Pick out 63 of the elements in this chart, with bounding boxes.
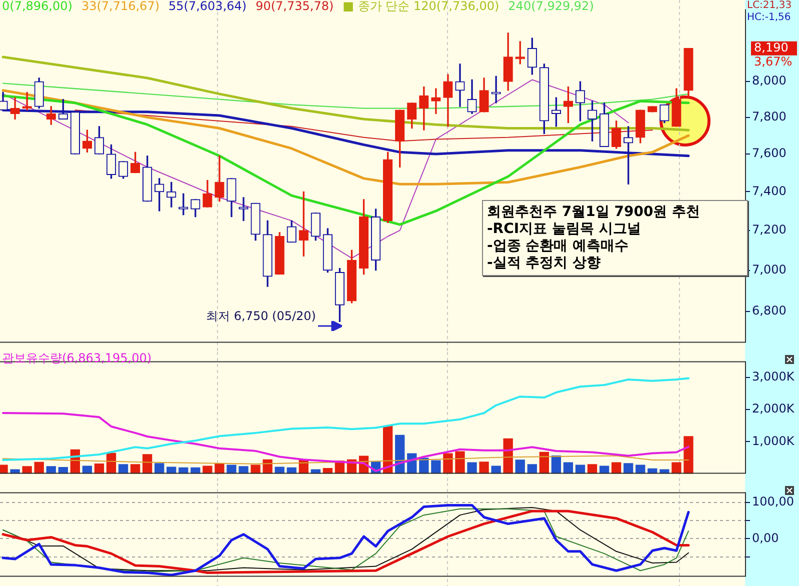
bar — [250, 464, 260, 474]
y-tick-label: 7,000 — [752, 262, 786, 276]
bar — [611, 462, 622, 474]
y-tick-label: 3,000K — [752, 369, 796, 384]
bar — [479, 462, 489, 474]
bar — [94, 463, 104, 474]
bar — [563, 462, 574, 474]
candlestick — [491, 76, 501, 104]
y-tick-label: 1,000K — [752, 434, 796, 448]
annotation: 최저 6,750 (05/20) — [206, 308, 316, 323]
bar — [166, 466, 176, 474]
text: LC:21,33 — [747, 0, 792, 12]
bar — [142, 454, 152, 474]
bar — [491, 466, 501, 474]
bar — [672, 462, 682, 474]
bar — [599, 466, 610, 474]
text: 8,190 — [754, 40, 788, 54]
text: 0(7,896,00) — [2, 0, 72, 13]
text: 33(7,716,67) — [81, 0, 160, 13]
text: ■ 종가 단순 120(7,736,00) — [342, 0, 500, 13]
bar — [238, 466, 248, 474]
y-tick-label: 100,00 — [752, 494, 794, 508]
annotation: -업종 순환매 예측매수 — [487, 238, 630, 255]
y-tick-label: 8,000 — [752, 74, 786, 88]
candlestick — [238, 197, 248, 222]
candlestick — [431, 88, 441, 114]
bar — [467, 462, 477, 474]
y-tick-label: 7,400 — [752, 184, 786, 198]
bar — [624, 463, 634, 474]
bar — [527, 464, 537, 474]
text: 90(7,735,78) — [256, 0, 334, 13]
y-tick-label: 2,000K — [752, 402, 796, 416]
bar — [515, 460, 525, 474]
bar — [431, 460, 441, 474]
bar — [684, 436, 694, 474]
y-tick-label: 0,00 — [752, 530, 779, 545]
bar — [118, 464, 128, 474]
bar — [154, 463, 164, 474]
y-tick-label: 7,600 — [752, 146, 786, 160]
annotation: -실적 추정치 상향 — [487, 255, 602, 272]
annotation: 회원추천주 7월1일 7900원 추천 — [487, 204, 702, 221]
y-tick-label: 7,800 — [752, 109, 786, 124]
bar — [455, 451, 465, 474]
bar — [214, 463, 224, 474]
text: 55(7,603,64) — [168, 0, 247, 13]
bar — [587, 464, 598, 474]
y-tick-label: 7,200 — [752, 222, 786, 237]
bar — [226, 464, 236, 474]
bar — [82, 466, 92, 474]
candlestick — [455, 64, 465, 107]
text: HC:-1,56 — [747, 12, 792, 24]
bar — [443, 453, 453, 474]
bar — [22, 466, 32, 474]
bar — [130, 464, 140, 474]
text: 관보유수량(6,863,195,00) — [2, 351, 152, 365]
text: 240(7,929,92) — [508, 0, 594, 13]
y-tick-label: 6,800 — [752, 303, 786, 318]
bar — [274, 466, 284, 474]
bar — [539, 452, 549, 474]
bar — [34, 462, 44, 474]
annotation: -RCI지표 눌림목 시그널 — [487, 221, 642, 238]
bar — [202, 466, 212, 474]
text: 3,67% — [754, 54, 792, 68]
